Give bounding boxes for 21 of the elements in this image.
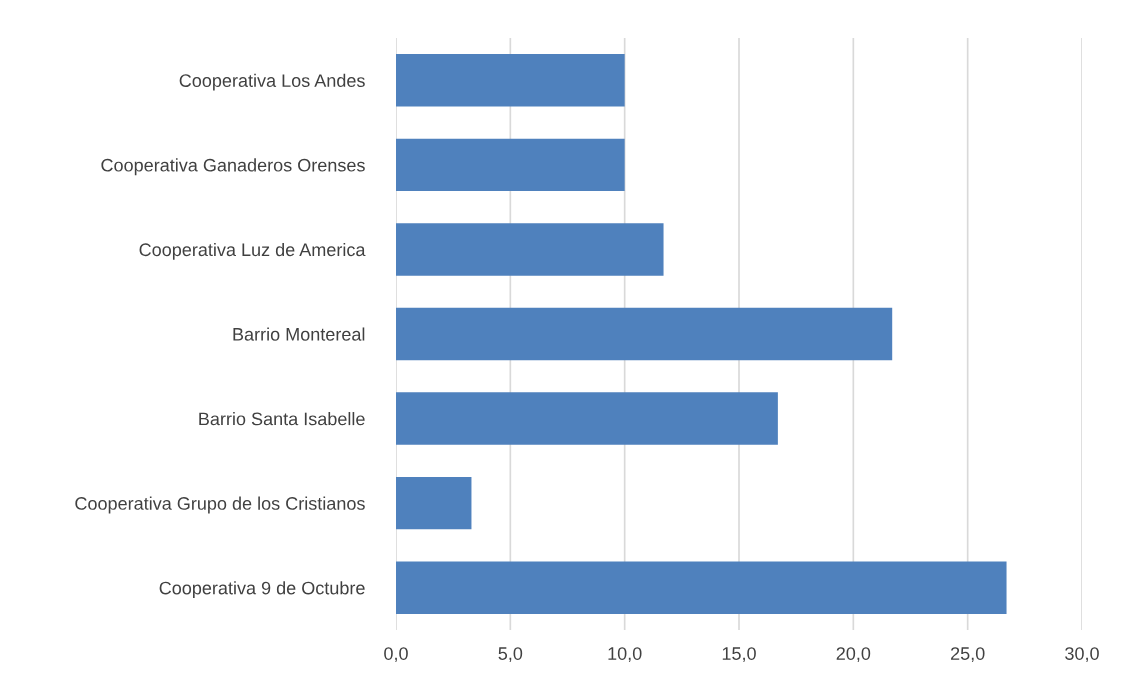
y-tick-label: Cooperativa Luz de America bbox=[139, 242, 366, 260]
bar bbox=[396, 138, 625, 192]
bar bbox=[396, 476, 472, 530]
x-tick-label: 30,0 bbox=[1065, 647, 1099, 663]
bar bbox=[396, 54, 625, 107]
x-tick-label: 5,0 bbox=[498, 647, 523, 663]
bar bbox=[396, 223, 664, 276]
y-tick-label: Cooperativa Grupo de los Cristianos bbox=[75, 496, 365, 514]
bar bbox=[396, 392, 778, 445]
x-tick-label: 20,0 bbox=[836, 647, 871, 663]
bar bbox=[396, 561, 1007, 614]
x-tick-label: 0,0 bbox=[384, 647, 408, 663]
y-tick-label: Cooperativa 9 de Octubre bbox=[159, 581, 365, 598]
x-tick-label: 15,0 bbox=[722, 647, 756, 663]
y-tick-label: Cooperativa Los Andes bbox=[179, 73, 365, 91]
y-tick-label: Cooperativa Ganaderos Orenses bbox=[101, 158, 365, 176]
x-tick-label: 25,0 bbox=[951, 647, 985, 663]
x-tick-label: 10,0 bbox=[608, 647, 642, 663]
bar bbox=[396, 307, 893, 361]
y-tick-label: Barrio Montereal bbox=[233, 327, 365, 341]
y-tick-label: Barrio Santa Isabelle bbox=[199, 412, 365, 426]
